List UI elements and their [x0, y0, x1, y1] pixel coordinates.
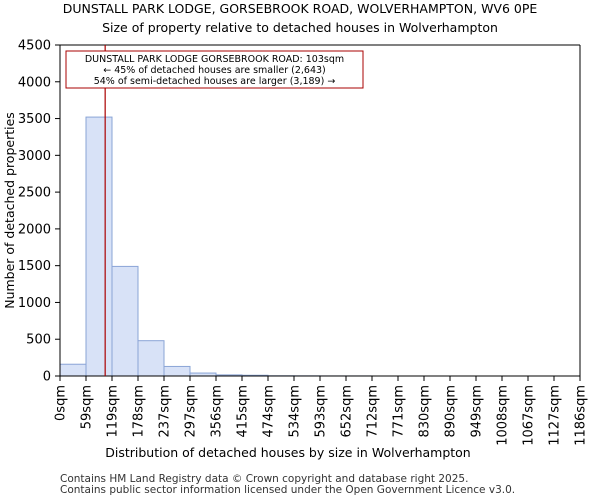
y-tick-label: 2500	[18, 186, 51, 201]
x-tick-label: 712sqm	[366, 385, 381, 438]
x-tick-label: 652sqm	[340, 385, 355, 438]
y-axis-label: Number of detached properties	[2, 112, 17, 309]
x-tick-label: 237sqm	[158, 385, 173, 438]
x-tick-label: 1186sqm	[574, 385, 589, 446]
y-tick-label: 4000	[18, 75, 51, 90]
y-tick-label: 4500	[18, 39, 51, 54]
bars-group	[59, 116, 373, 377]
bar-237sqm	[163, 365, 191, 377]
x-axis-label: Distribution of detached houses by size …	[105, 445, 471, 460]
y-tick-label: 2000	[18, 222, 51, 237]
x-tick-label: 415sqm	[236, 385, 251, 438]
footer-copyright: Contains HM Land Registry data © Crown c…	[60, 473, 469, 485]
x-tick-label: 949sqm	[470, 385, 485, 438]
annotation-line-1: DUNSTALL PARK LODGE GORSEBROOK ROAD: 103…	[85, 54, 344, 65]
y-tick-label: 1500	[18, 259, 51, 274]
bar-0sqm	[59, 363, 87, 377]
x-tick-label: 534sqm	[288, 385, 303, 438]
x-tick-label: 771sqm	[392, 385, 407, 438]
x-tick-label: 59sqm	[80, 385, 95, 429]
y-tick-label: 1000	[18, 296, 51, 311]
y-tick-label: 0	[43, 370, 51, 385]
x-tick-label: 1127sqm	[548, 385, 563, 446]
chart-title-address: DUNSTALL PARK LODGE, GORSEBROOK ROAD, WO…	[62, 1, 538, 16]
x-tick-label: 1008sqm	[496, 385, 511, 446]
annotation-box	[65, 50, 364, 89]
x-tick-label: 0sqm	[54, 385, 69, 421]
annotation-line-3: 54% of semi-detached houses are larger (…	[94, 76, 336, 87]
y-tick-label: 3500	[18, 112, 51, 127]
y-tick-label: 3000	[18, 149, 51, 164]
bar-59sqm	[85, 116, 113, 377]
x-tick-label: 178sqm	[132, 385, 147, 438]
x-tick-label: 474sqm	[262, 385, 277, 438]
x-tick-label: 356sqm	[210, 385, 225, 438]
x-axis-ticks: 0sqm 59sqm 119sqm 178sqm 237sqm 297sqm 356sqm 4…	[54, 376, 589, 446]
bar-178sqm	[137, 340, 165, 377]
x-tick-label: 119sqm	[106, 385, 121, 438]
annotation-line-2: ← 45% of detached houses are smaller (2,…	[103, 65, 326, 76]
footer-licence: Contains public sector information licen…	[60, 484, 516, 496]
x-tick-label: 830sqm	[418, 385, 433, 438]
bar-119sqm	[111, 265, 139, 377]
y-tick-label: 500	[26, 333, 51, 348]
x-tick-label: 297sqm	[184, 385, 199, 438]
y-axis-ticks: 0 500 1000 1500 2000 2500 3000 3500 4000 4500	[18, 39, 60, 385]
x-tick-label: 890sqm	[444, 385, 459, 438]
x-tick-label: 593sqm	[314, 385, 329, 438]
chart-subtitle: Size of property relative to detached ho…	[102, 20, 498, 35]
x-tick-label: 1067sqm	[522, 385, 537, 446]
